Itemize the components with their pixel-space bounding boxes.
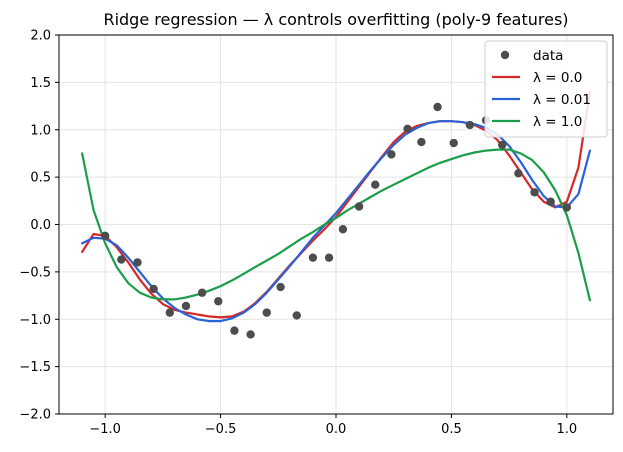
data-point [197,288,207,297]
y-tick-label: 1.0 [30,123,51,138]
series-line-3 [80,148,592,302]
data-point [387,150,396,159]
y-tick-label: −1.0 [19,313,51,328]
x-tick-label: 0.5 [441,422,462,437]
data-point [117,255,126,264]
x-tick-label: −1.0 [89,422,121,437]
data-point [514,169,523,178]
y-tick-label: 0.5 [30,171,51,186]
data-point [165,308,174,317]
x-tick-label: 1.0 [556,422,577,437]
data-point [100,231,110,241]
data-point [181,301,191,311]
data-point [149,284,158,294]
data-point [546,197,555,206]
y-tick-label: −1.5 [19,360,51,375]
data-point [246,330,255,339]
data-point [562,203,572,212]
data-point [276,282,285,292]
x-tick-label: −0.5 [205,422,237,437]
legend-label: λ = 0.0 [533,70,582,86]
x-tick-label: 0.0 [326,422,347,437]
y-tick-label: 1.5 [30,76,51,91]
data-point [338,225,348,234]
data-point [133,258,142,267]
data-point [230,326,239,335]
chart-title: Ridge regression — λ controls overfittin… [103,10,568,29]
legend: data λ = 0.0 λ = 0.01 λ = 1.0 [484,40,608,138]
data-point [433,102,442,112]
data-point [417,137,426,147]
data-point [403,124,412,134]
x-axis-ticks: −1.0 −0.5 0.0 0.5 1.0 [89,414,577,437]
legend-box [484,40,608,138]
y-tick-label: −0.5 [19,265,51,280]
legend-label: λ = 0.01 [533,92,591,108]
data-point [292,311,301,320]
data-point [354,202,364,211]
data-point [449,138,458,148]
data-point [498,140,507,150]
data-point [262,308,271,317]
data-point [214,297,223,306]
data-point [465,120,475,130]
data-point [308,253,318,262]
data-point [530,188,539,197]
legend-marker [500,50,510,60]
legend-label: data [533,48,563,64]
y-tick-label: 2.0 [30,29,51,44]
data-point [324,253,334,262]
y-axis-ticks: −2.0 −1.5 −1.0 −0.5 0.0 0.5 1.0 1.5 2.0 [19,29,59,423]
legend-label: λ = 1.0 [533,114,582,130]
data-points [100,102,572,339]
y-tick-label: −2.0 [19,408,51,423]
data-point [371,180,380,189]
y-tick-label: 0.0 [30,218,51,233]
